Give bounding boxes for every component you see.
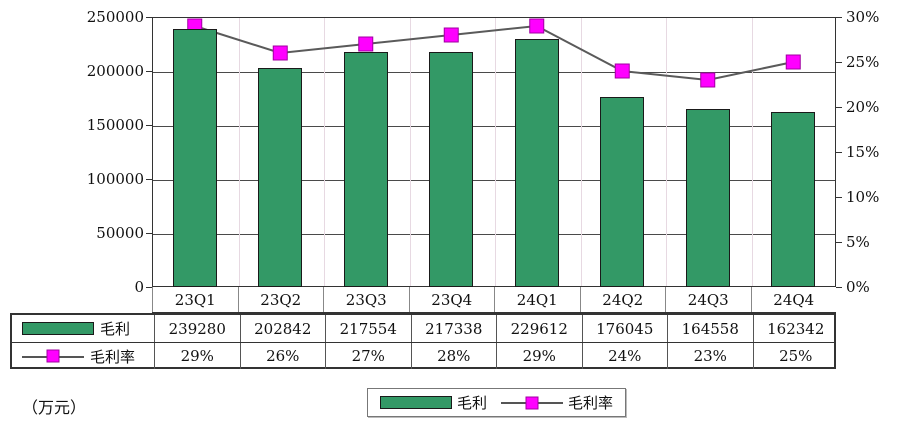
category-label-23Q4: 23Q4 [408,287,495,312]
right-axis-tick-mark [836,152,842,153]
table-row-label: 毛利 [100,320,131,338]
v-gridline [409,18,411,286]
v-gridline [751,18,753,286]
h-gridline [153,72,835,73]
chart-data-table: 毛利 239280 202842 217554 217338 229612 176045 16… [10,313,836,369]
left-axis-tick-mark [146,17,152,18]
rate-cell-24Q3: 23% [667,343,753,369]
chart-plot-area [152,17,836,287]
gross-profit-bar-23Q1 [172,28,217,287]
value-cell-23Q1: 239280 [154,315,240,342]
v-gridline [666,18,667,286]
left-axis-tick-label: 150000 [86,116,144,134]
rate-cell-23Q1: 29% [154,343,240,369]
right-axis-tick-label: 5% [846,233,870,251]
right-axis-tick-mark [836,107,842,108]
left-axis-tick-mark [146,125,152,126]
value-cell-23Q4: 217338 [410,315,497,342]
category-label-24Q3: 24Q3 [665,287,751,312]
unit-label: （万元） [22,398,87,417]
gross-profit-bar-23Q4 [429,52,474,287]
right-axis-tick-mark [836,17,842,18]
gross-margin-swatch-icon [22,349,84,363]
gross-profit-bar-24Q3 [685,109,730,287]
right-axis-tick-mark [836,62,842,63]
legend-entry-gross-margin: 毛利率 [501,392,613,413]
v-gridline [495,18,496,286]
rate-cell-24Q2: 24% [581,343,668,369]
v-gridline [580,18,582,286]
rate-cell-24Q4: 25% [752,343,839,369]
category-label-23Q2: 23Q2 [237,287,324,312]
rate-cell-24Q1: 29% [496,343,582,369]
left-axis-tick-mark [146,287,152,288]
table-row-gross-margin: 毛利率 29% 26% 27% 28% 29% 24% 23% 25% [12,342,834,369]
rate-cell-23Q4: 28% [410,343,497,369]
category-label-24Q4: 24Q4 [750,287,837,312]
legend-entry-gross-profit: 毛利 [380,392,487,413]
chart-legend: 毛利 毛利率 [367,388,627,417]
right-axis-tick-label: 20% [846,98,880,116]
rate-cell-23Q3: 27% [325,343,411,369]
table-row-gross-profit: 毛利 239280 202842 217554 217338 229612 176045 16… [12,315,834,342]
gross-margin-swatch-icon [501,396,564,409]
value-cell-24Q2: 176045 [581,315,668,342]
left-axis-tick-label: 100000 [86,170,144,188]
left-axis-tick-label: 200000 [86,62,144,80]
v-gridline [238,18,240,286]
legend-label-gross-profit: 毛利 [457,394,488,412]
right-axis-tick-mark [836,242,842,243]
left-axis-tick-mark [146,71,152,72]
right-axis-tick-mark [836,197,842,198]
category-label-23Q1: 23Q1 [152,287,238,312]
left-axis-tick-mark [146,233,152,234]
v-gridline [324,18,325,286]
table-row-label: 毛利率 [90,347,136,366]
gross-profit-swatch-icon [380,396,452,409]
gross-profit-bar-23Q3 [343,52,388,287]
right-axis-tick-label: 15% [846,143,880,161]
value-cell-24Q3: 164558 [667,315,753,342]
gross-profit-bar-23Q2 [258,67,303,287]
right-axis-tick-label: 0% [846,278,870,296]
h-gridline [153,126,835,127]
left-axis-tick-label: 50000 [96,224,144,242]
left-axis-tick-label: 0 [134,278,144,296]
gross-profit-swatch-icon [22,322,94,335]
left-axis-tick-mark [146,179,152,180]
rate-cell-23Q2: 26% [239,343,326,369]
value-cell-24Q1: 229612 [496,315,582,342]
legend-label-gross-margin: 毛利率 [568,394,614,412]
value-cell-23Q3: 217554 [325,315,411,342]
category-axis-row: 23Q1 23Q2 23Q3 23Q4 24Q1 24Q2 24Q3 24Q4 [152,287,836,313]
right-axis-tick-mark [836,287,842,288]
h-gridline [153,180,835,181]
value-cell-24Q4: 162342 [752,315,839,342]
gross-profit-bar-24Q2 [600,96,645,287]
category-label-23Q3: 23Q3 [323,287,409,312]
table-legend-cell: 毛利率 [12,343,154,369]
category-label-24Q1: 24Q1 [494,287,580,312]
gross-profit-bar-24Q1 [514,39,559,287]
value-cell-23Q2: 202842 [239,315,326,342]
right-axis-tick-label: 10% [846,188,880,206]
right-axis-tick-label: 25% [846,53,880,71]
left-axis-tick-label: 250000 [86,8,144,26]
h-gridline [153,234,835,235]
gross-profit-bar-24Q4 [771,111,816,287]
category-label-24Q2: 24Q2 [579,287,666,312]
table-legend-cell: 毛利 [12,315,154,342]
right-axis-tick-label: 30% [846,8,880,26]
